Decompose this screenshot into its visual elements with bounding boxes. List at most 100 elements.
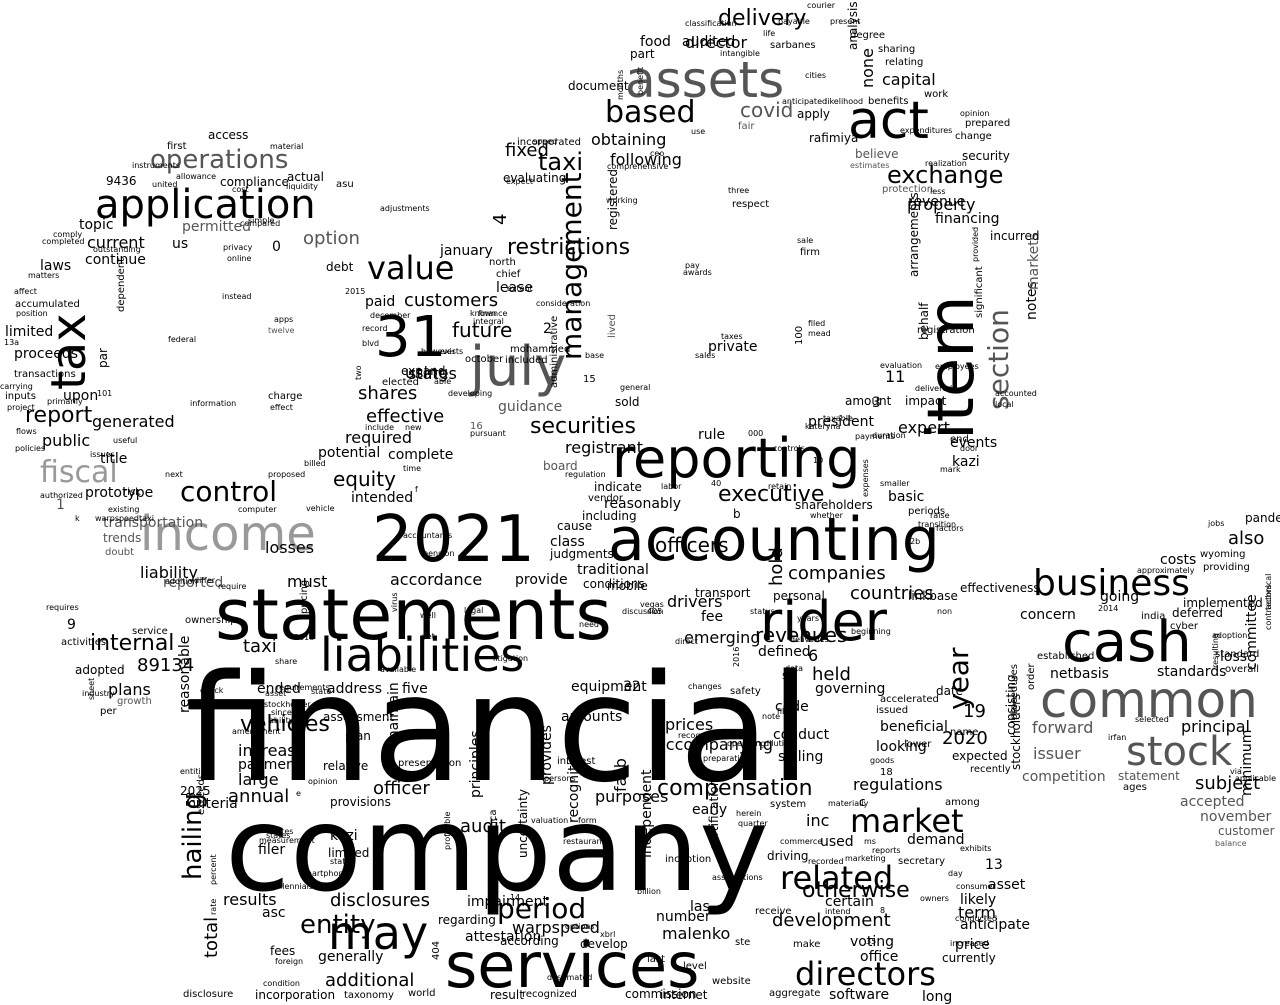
cloud-word: director — [685, 33, 748, 52]
cloud-word: 11 — [885, 367, 906, 386]
cloud-word: internal — [90, 631, 175, 656]
cloud-word: authorized — [40, 491, 83, 500]
cloud-word: us — [172, 236, 189, 252]
cloud-word: asset — [988, 877, 1026, 893]
cloud-word: known — [470, 309, 497, 318]
cloud-word: price — [955, 937, 990, 953]
cloud-word: established — [1037, 651, 1095, 662]
cloud-word: control — [180, 475, 278, 508]
cloud-word: india — [1141, 611, 1166, 622]
cloud-word: irfan — [1108, 733, 1127, 742]
cloud-word: f — [415, 485, 418, 494]
cloud-word: application — [95, 182, 316, 228]
cloud-word: fair — [738, 121, 755, 132]
cloud-word: adjustments — [380, 204, 430, 213]
cloud-word: independent — [639, 769, 655, 859]
cloud-word: federal — [168, 335, 197, 344]
cloud-word: growth — [117, 696, 152, 707]
cloud-word: prototype — [85, 485, 154, 501]
cloud-word: raise — [930, 511, 950, 520]
cloud-word: fiscal — [40, 455, 118, 490]
cloud-word: adoption — [1212, 631, 1248, 640]
cloud-word: ownership — [185, 615, 237, 626]
cloud-word: warpspeedtaxi — [95, 514, 154, 523]
cloud-word: limited — [328, 846, 370, 860]
cloud-word: long — [922, 989, 953, 1005]
cloud-word: existing — [108, 505, 140, 514]
cloud-word: effectiveness — [960, 581, 1040, 595]
cloud-word: company — [225, 780, 769, 918]
cloud-word: states — [408, 364, 457, 383]
cloud-word: differ — [194, 576, 216, 585]
cloud-word: malenko — [662, 924, 731, 943]
cloud-word: proceeds — [14, 346, 79, 362]
cloud-word: entity — [300, 910, 376, 940]
cloud-word: address — [327, 681, 383, 697]
cloud-word: exchange — [887, 161, 1004, 189]
cloud-word: required — [345, 428, 413, 447]
cloud-word: relating — [885, 57, 924, 68]
cloud-word: future — [452, 318, 513, 342]
cloud-word: development — [772, 910, 891, 931]
cloud-word: uncertainty — [516, 789, 530, 858]
cloud-word: 1 — [56, 497, 65, 513]
cloud-word: 13 — [985, 857, 1003, 873]
cloud-word: completed — [42, 237, 85, 246]
cloud-word: accordance — [390, 570, 483, 589]
cloud-word: beginning — [851, 627, 891, 636]
cloud-word: included — [505, 355, 548, 366]
cloud-word: receive — [755, 906, 792, 917]
cloud-word: inc — [806, 811, 830, 830]
cloud-word: part — [630, 47, 655, 61]
cloud-word: implemented — [1183, 596, 1263, 610]
cloud-word: millennials — [270, 882, 314, 891]
cloud-word: k — [75, 514, 80, 523]
cloud-word: conducted — [955, 914, 998, 923]
cloud-word: 18 — [880, 767, 893, 778]
cloud-word: awards — [683, 268, 712, 277]
cloud-word: officers — [655, 533, 729, 557]
cloud-word: reasonably — [604, 496, 682, 512]
cloud-word: blvd — [362, 339, 380, 348]
cloud-word: well — [420, 611, 436, 620]
cloud-word: balance — [1215, 839, 1247, 848]
cloud-word: lower — [904, 739, 932, 750]
cloud-word: board — [543, 459, 578, 473]
cloud-word: five — [402, 681, 428, 697]
cloud-word: standard — [1215, 649, 1260, 660]
cloud-word: website — [712, 976, 751, 987]
cloud-word: fixed — [505, 140, 549, 161]
cloud-word: kazi — [952, 454, 980, 470]
cloud-word: ages — [1123, 782, 1147, 793]
cloud-word: benefits — [868, 96, 909, 107]
cloud-word: dilutive — [764, 739, 794, 748]
cloud-word: also — [1228, 528, 1265, 549]
cloud-word: 2018 — [294, 633, 315, 642]
cloud-word: regulations — [853, 775, 943, 794]
cloud-word: months — [616, 69, 625, 100]
cloud-word: intangible — [720, 49, 760, 58]
cloud-word: result — [490, 988, 524, 1002]
cloud-word: recognized — [522, 989, 577, 1000]
cloud-word: working — [606, 196, 638, 205]
cloud-word: valuation — [531, 816, 569, 825]
cloud-word: factors — [936, 524, 964, 533]
cloud-word: december — [370, 311, 411, 320]
cloud-word: 13a — [4, 338, 20, 347]
cloud-word: liquidity — [286, 182, 318, 191]
cloud-word: 0 — [272, 239, 281, 255]
cloud-word: vendor — [588, 493, 623, 504]
cloud-word: selling — [778, 749, 824, 765]
cloud-word: period — [497, 892, 587, 925]
cloud-word: develop — [580, 937, 628, 951]
cloud-word: currently — [942, 951, 996, 965]
cloud-word: statements — [215, 574, 612, 656]
cloud-word: indicate — [594, 480, 642, 494]
cloud-word: accelerated — [880, 694, 939, 705]
cloud-word: asu — [336, 179, 354, 190]
cloud-word: common — [1040, 671, 1258, 729]
cloud-word: condition — [263, 979, 300, 988]
cloud-word: act — [848, 91, 929, 151]
cloud-word: number — [656, 909, 711, 925]
cloud-word: proposed — [268, 470, 306, 479]
